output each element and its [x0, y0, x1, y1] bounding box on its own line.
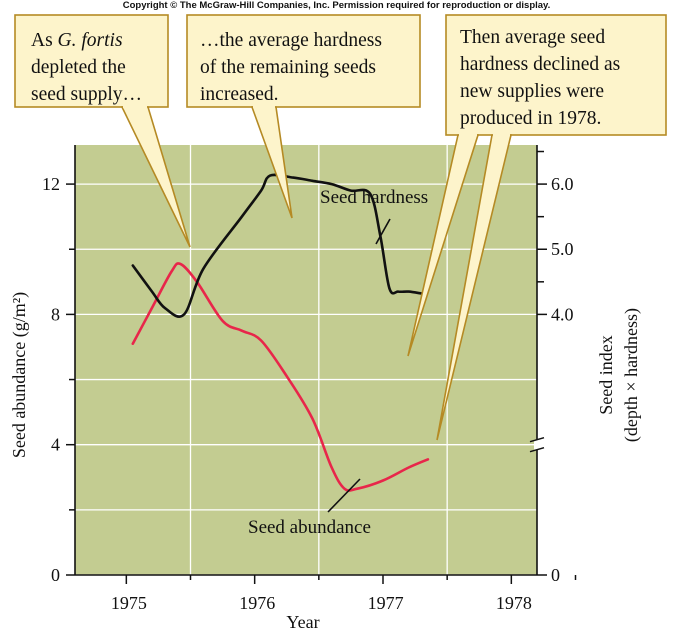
callout-box-2 [186, 14, 421, 108]
x-tick-label-3: 1978 [496, 593, 532, 613]
callouts: As G. fortis depleted the seed supply… …the… [14, 14, 667, 441]
left-tick-label-3: 12 [42, 174, 60, 194]
callout-2-line-3: increased. [200, 84, 279, 105]
left-tick-label-2: 8 [51, 304, 60, 324]
callout-3-line-2: hardness declined as [460, 54, 620, 75]
callout-1: As G. fortis depleted the seed supply… [14, 14, 191, 248]
callout-2: …the average hardness of the remaining se… [186, 14, 421, 219]
y-axis-title-right-line2: (depth × hardness) [621, 308, 642, 442]
series-label-seed-hardness: Seed hardness [320, 187, 428, 208]
callout-2-line-2: of the remaining seeds [200, 57, 376, 78]
left-tick-label-1: 4 [51, 435, 60, 455]
callout-2-line-1: …the average hardness [200, 30, 382, 51]
x-tick-label-0: 1975 [111, 593, 147, 613]
right-axis-break-mark-1 [529, 436, 545, 443]
series-layer [131, 173, 430, 492]
plot-area [75, 145, 537, 575]
callout-3-line-4: produced in 1978. [460, 108, 601, 129]
y-axis-title-right-line1: Seed index [596, 335, 616, 414]
callout-box-3 [445, 14, 667, 136]
callout-1-line-3: seed supply… [31, 84, 142, 105]
callout-1-line-2: depleted the [31, 57, 126, 78]
y-axis-title-left: Seed abundance (g/m²) [9, 292, 30, 458]
right-tick-label-2: 5.0 [551, 239, 574, 259]
axis-titles: Year Seed abundance (g/m²) Seed index (d… [9, 292, 642, 632]
left-tick-label-0: 0 [51, 565, 60, 585]
x-tick-label-2: 1977 [368, 593, 404, 613]
right-tick-label-0: 0 [551, 565, 560, 585]
seed-abundance-line [131, 262, 430, 492]
right-tick-label-3: 6.0 [551, 174, 574, 194]
callout-3-line-3: new supplies were [460, 81, 604, 102]
callout-1-line-1: As G. fortis [31, 30, 123, 51]
right-tick-label-1: 4.0 [551, 304, 574, 324]
series-label-leader-abundance [327, 478, 361, 513]
right-axis-break-gap [534, 439, 540, 450]
right-axis-break-mark-2 [529, 446, 545, 453]
callout-3-line-1: Then average seed [460, 27, 605, 48]
series-label-leader-hardness [375, 218, 391, 245]
x-tick-label-1: 1976 [239, 593, 275, 613]
copyright-notice: Copyright © The McGraw-Hill Companies, I… [122, 0, 551, 11]
x-axis-title: Year [286, 612, 319, 632]
axes: 0 4 8 12 0 4.0 5.0 6.0 1975 1976 1977 1978 [42, 145, 577, 613]
series-labels: Seed hardness Seed abundance [248, 187, 428, 538]
callout-3: Then average seed hardness declined as new… [407, 14, 667, 441]
seed-hardness-line [131, 173, 423, 318]
callout-box-1 [14, 14, 169, 108]
series-label-seed-abundance: Seed abundance [248, 517, 371, 538]
